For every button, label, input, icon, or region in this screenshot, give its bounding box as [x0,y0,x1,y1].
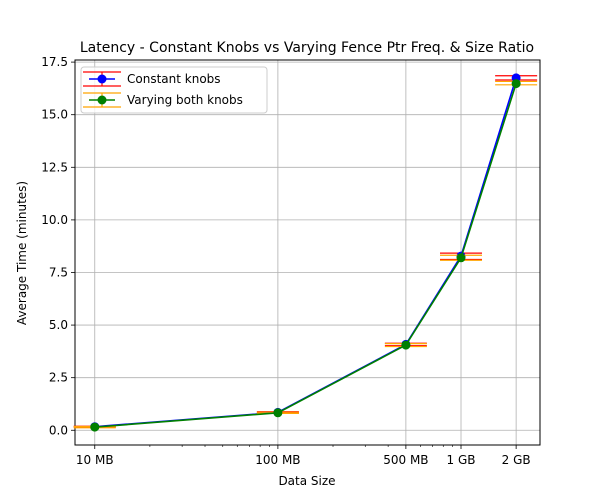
legend-label: Varying both knobs [127,93,243,107]
series-layer [73,73,538,432]
x-tick-label: 1 GB [447,453,476,467]
data-point [90,422,100,432]
x-tick-label: 10 MB [76,453,114,467]
legend-box [80,66,268,114]
legend: Constant knobs Varying both knobs [80,66,268,114]
legend-entry: Varying both knobs [83,92,243,108]
y-tick-label: 2.5 [49,371,68,385]
y-tick-label: 7.5 [49,265,68,279]
y-tick-label: 17.5 [41,55,68,69]
legend-label: Constant knobs [127,72,221,86]
y-axis-label: Average Time (minutes) [15,181,29,325]
series-line [94,77,517,428]
grid [75,60,540,445]
y-tick-label: 5.0 [49,318,68,332]
legend-marker [97,74,107,84]
data-point [273,408,283,418]
y-tick-label: 15.0 [41,108,68,122]
x-tick-label: 2 GB [502,453,531,467]
data-point [456,253,466,263]
data-point [511,79,521,89]
plot-frame [74,59,541,446]
legend-marker [97,95,107,105]
legend-entry: Constant knobs [83,71,221,87]
y-tick-label: 12.5 [41,160,68,174]
series-varying-both-knobs [73,79,538,432]
chart-title: Latency - Constant Knobs vs Varying Fenc… [80,40,534,56]
x-tick-label: 100 MB [255,453,300,467]
data-point [401,340,411,350]
y-tick-label: 10.0 [41,213,68,227]
y-tick-label: 0.0 [49,423,68,437]
axes: 10 MB 100 MB 500 MB 1 GB 2 GB 0.0 2.5 5.0 7.5 10.… [41,55,541,467]
x-tick-label: 500 MB [383,453,428,467]
x-axis-label: Data Size [278,474,335,488]
